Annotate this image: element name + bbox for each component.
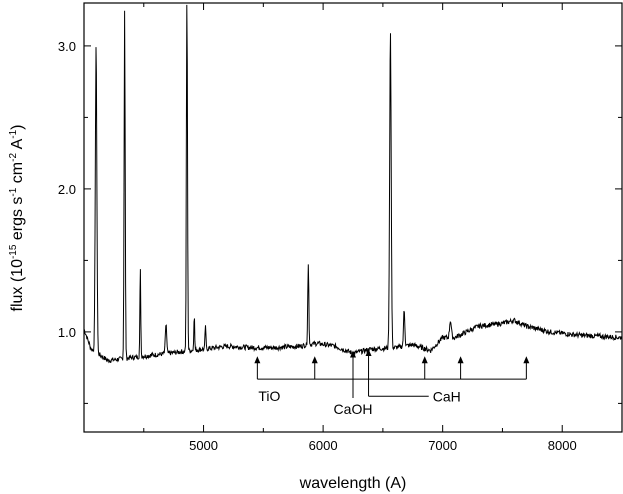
x-tick-label: 7000 [428,438,457,453]
band-annotations: TiO CaOH CaH [254,349,530,417]
caoh-label: CaOH [334,401,373,417]
y-tick-label: 3.0 [58,39,76,54]
x-tick-label: 5000 [189,438,218,453]
y-axis-label: flux (10-15 ergs s-1 cm-2 A-1) [8,125,26,312]
tio-arrow-head [421,356,428,364]
x-axis-label: wavelength (A) [299,475,407,492]
x-tick-label: 6000 [309,438,338,453]
tio-arrow-head [523,356,530,364]
cah-arrow-head [365,349,372,357]
tio-label: TiO [258,388,280,404]
caoh-arrow-head [350,350,356,358]
y-tick-label: 1.0 [58,325,76,340]
spectrum-series-line [83,4,623,364]
axis-tick-labels: 5000 6000 7000 8000 1.0 2.0 3.0 [58,39,577,453]
plot-frame [83,2,623,433]
x-tick-label: 8000 [548,438,577,453]
tio-arrow-head [311,356,318,364]
tio-arrow-head [457,356,464,364]
cah-label: CaH [433,388,461,404]
tio-arrow-head [254,356,261,364]
y-tick-label: 2.0 [58,182,76,197]
